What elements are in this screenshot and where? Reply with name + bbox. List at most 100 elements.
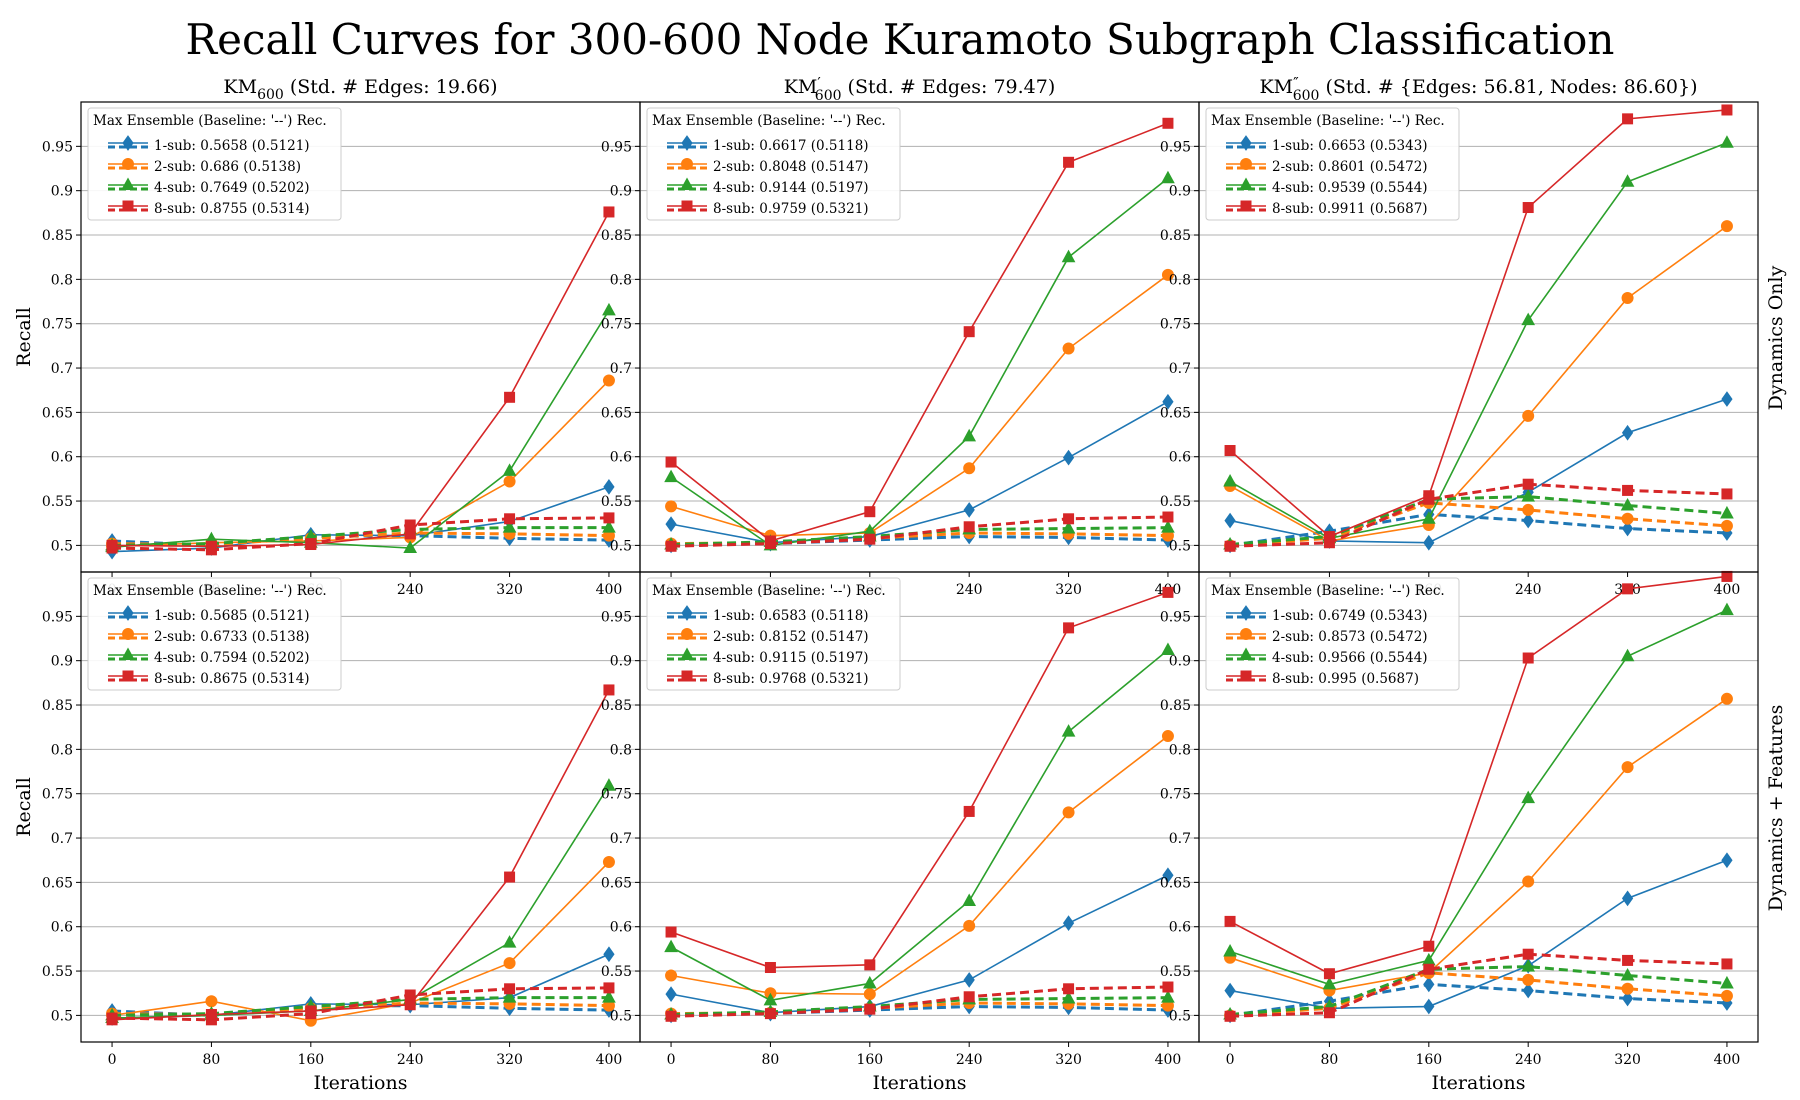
legend-marker	[1240, 135, 1252, 151]
ensemble-point-2-sub	[1720, 692, 1733, 705]
legend-title: Max Ensemble (Baseline: '--') Rec.	[93, 583, 327, 599]
legend-box	[87, 577, 342, 691]
legend-label: 2-sub: 0.8573 (0.5472)	[1272, 629, 1428, 645]
ensemble-point-4-sub	[1720, 135, 1734, 148]
ensemble-point-2-sub	[602, 374, 615, 387]
legend-label: 4-sub: 0.9144 (0.5197)	[713, 180, 869, 196]
baseline-point-8-sub	[764, 1008, 776, 1020]
legend-marker	[121, 647, 135, 660]
ensemble-point-2-sub	[963, 919, 976, 932]
title-subscript: 600	[1293, 88, 1320, 104]
y-tick-label: 0.8	[1169, 272, 1191, 288]
baseline-line-4-sub	[112, 996, 609, 1017]
panel-r1-c1: 0.5 0.55 0.6 0.65 0.7 0.75 0.8 0.85 0.9 0.95 0 80 16…	[601, 571, 1200, 1094]
baseline-point-4-sub	[1620, 497, 1635, 511]
ensemble-point-8-sub	[504, 871, 516, 883]
ensemble-point-2-sub	[1621, 761, 1634, 774]
title-subscript: 600	[257, 87, 284, 103]
legend-label: 1-sub: 0.5685 (0.5121)	[154, 608, 310, 624]
y-tick-label: 0.5	[610, 538, 632, 554]
ensemble-point-8-sub	[1323, 968, 1335, 980]
y-tick-label: 0.55	[42, 494, 73, 510]
baseline-line-4-sub	[671, 996, 1168, 1017]
ensemble-point-8-sub	[1224, 915, 1236, 927]
legend-label: 2-sub: 0.8048 (0.5147)	[713, 159, 869, 175]
ensemble-line-2-sub	[111, 861, 610, 1022]
legend-marker	[1240, 605, 1252, 621]
legend-entry-2-sub: 2-sub: 0.686 (0.5138)	[108, 158, 301, 175]
series-8-sub	[1224, 104, 1733, 552]
x-tick-label: 400	[1714, 1052, 1741, 1068]
x-tick-label: 320	[1055, 582, 1082, 598]
baseline-point-4-sub	[1161, 990, 1175, 1003]
ensemble-line-2-sub	[1229, 225, 1728, 542]
legend-entry-1-sub: 1-sub: 0.6749 (0.5343)	[1226, 605, 1428, 624]
ensemble-line-8-sub	[1229, 109, 1728, 538]
baseline-line-8-sub	[1230, 482, 1727, 548]
x-tick-label: 320	[496, 1052, 523, 1068]
ensemble-point-4-sub	[403, 540, 418, 554]
ensemble-point-8-sub	[1423, 490, 1435, 502]
ensemble-point-8-sub	[1721, 570, 1733, 582]
ensemble-point-1-sub	[1062, 449, 1075, 466]
y-axis-label: Recall	[13, 777, 35, 837]
legend-entry-2-sub: 2-sub: 0.8152 (0.5147)	[667, 628, 869, 645]
baseline-point-8-sub	[404, 989, 416, 1001]
legend-marker	[121, 177, 135, 190]
baseline-point-8-sub	[1063, 513, 1075, 525]
y-tick-label: 0.65	[1160, 875, 1191, 891]
legend-marker	[122, 605, 134, 621]
y-tick-label: 0.9	[1169, 654, 1191, 670]
legend-marker	[1240, 628, 1252, 640]
ensemble-point-4-sub	[1161, 170, 1175, 184]
y-tick-label: 0.85	[601, 228, 632, 244]
x-tick-label: 400	[1155, 1052, 1182, 1068]
ensemble-point-2-sub	[1062, 342, 1075, 355]
baseline-point-8-sub	[1423, 963, 1435, 975]
panel-r0-c1: 0.50.550.60.650.70.750.80.850.90.9508016…	[601, 74, 1200, 598]
y-tick-label: 0.85	[1160, 228, 1191, 244]
y-tick-label: 0.7	[51, 361, 73, 377]
baseline-point-1-sub	[1423, 976, 1435, 993]
ensemble-point-4-sub	[664, 469, 678, 483]
ensemble-point-4-sub	[1521, 312, 1536, 326]
ensemble-point-1-sub	[1621, 890, 1634, 907]
x-tick-label: 320	[496, 582, 523, 598]
ensemble-point-8-sub	[305, 1005, 317, 1017]
legend-label: 8-sub: 0.995 (0.5687)	[1272, 671, 1419, 687]
y-tick-label: 0.5	[1169, 538, 1191, 554]
x-tick-label: 400	[1714, 582, 1741, 598]
baseline-point-8-sub	[665, 540, 677, 552]
x-tick-label: 240	[956, 1052, 983, 1068]
ensemble-point-8-sub	[1721, 104, 1733, 116]
ensemble-point-4-sub	[1720, 602, 1734, 616]
legend-marker	[1239, 177, 1253, 190]
baseline-point-8-sub	[1063, 983, 1075, 995]
ensemble-line-1-sub	[112, 486, 610, 553]
legend-box	[1205, 107, 1460, 221]
baseline-point-4-sub	[1161, 520, 1175, 533]
y-tick-label: 0.65	[42, 875, 73, 891]
x-tick-label: 400	[596, 582, 623, 598]
legend-label: 8-sub: 0.8755 (0.5314)	[154, 201, 310, 217]
baseline-line-2-sub	[1229, 971, 1728, 1017]
y-tick-label: 0.55	[1160, 494, 1191, 510]
ensemble-point-2-sub	[602, 855, 615, 868]
ensemble-point-1-sub	[603, 479, 615, 495]
legend-entry-4-sub: 4-sub: 0.7649 (0.5202)	[108, 177, 310, 196]
ensemble-line-1-sub	[1229, 859, 1728, 1010]
baseline-point-8-sub	[665, 1010, 677, 1022]
baseline-point-8-sub	[1522, 478, 1534, 490]
y-tick-label: 0.65	[601, 405, 632, 421]
legend-label: 2-sub: 0.8152 (0.5147)	[713, 629, 869, 645]
y-tick-label: 0.6	[1169, 450, 1191, 466]
legend-title: Max Ensemble (Baseline: '--') Rec.	[1211, 113, 1445, 129]
baseline-line-4-sub	[671, 526, 1168, 547]
baseline-point-4-sub	[1061, 991, 1076, 1004]
series-8-sub	[106, 206, 615, 556]
ensemble-point-4-sub	[602, 302, 616, 316]
baseline-point-2-sub	[1621, 512, 1634, 525]
baseline-point-8-sub	[1224, 540, 1236, 552]
ensemble-point-2-sub	[1161, 268, 1174, 281]
panel-r0-c2: 0.50.550.60.650.70.750.80.850.90.9508016…	[1160, 74, 1759, 598]
